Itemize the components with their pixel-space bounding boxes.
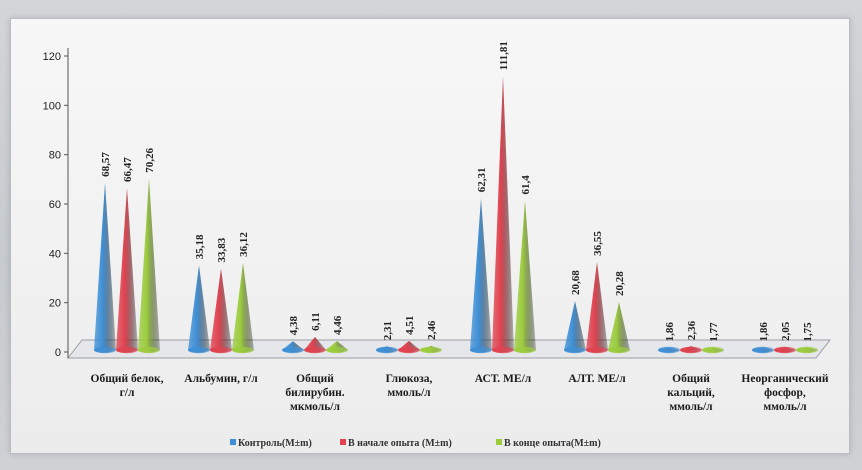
chart-floor: [66, 339, 832, 359]
bars: [94, 76, 818, 354]
data-label: 68,57: [100, 152, 112, 177]
data-label: 36,12: [238, 232, 250, 257]
category-label: ммоль/л: [387, 387, 431, 399]
data-label: 2,36: [686, 320, 698, 340]
y-tick-label: 20: [49, 298, 61, 310]
data-label: 4,38: [288, 315, 300, 335]
legend-label: Контроль(M±m): [238, 438, 312, 449]
data-label: 62,31: [476, 168, 488, 193]
bar-base: [564, 346, 586, 354]
bar-base: [94, 346, 116, 354]
y-tick-label: 120: [43, 51, 61, 63]
data-label: 4,51: [404, 316, 416, 335]
category-label: мкмоль/л: [290, 401, 340, 413]
data-label: 33,83: [216, 237, 228, 262]
floor-plane: [66, 339, 832, 359]
legend-label: В конце опыта(M±m): [504, 438, 601, 449]
category-label: Общий: [672, 373, 710, 385]
bar-base: [680, 346, 702, 354]
data-label: 36,55: [592, 231, 604, 256]
bar-base: [138, 346, 160, 354]
bar-cone: [586, 261, 608, 353]
data-label: 111,81: [498, 41, 510, 70]
bar-base: [608, 346, 630, 354]
data-label: 20,28: [614, 271, 626, 296]
bar-cone: [470, 198, 492, 353]
data-label: 1,75: [802, 322, 814, 342]
y-axis: 0 20 40 60 80 100 120: [43, 48, 69, 359]
legend-swatch: [230, 439, 236, 445]
bar-cone: [210, 268, 232, 353]
bar-base: [326, 346, 348, 354]
data-label: 6,11: [310, 312, 322, 331]
y-tick-label: 80: [49, 150, 61, 162]
legend-label: В начале опыта (M±m): [348, 438, 452, 449]
data-labels: 68,57 66,47 70,26 35,18 33,83 36,12 4,38 6,11 4,…: [100, 41, 814, 342]
data-label: 2,46: [426, 320, 438, 340]
bar-base: [282, 346, 304, 354]
category-label: г/л: [120, 387, 135, 399]
bar-cone: [564, 300, 586, 353]
legend-swatch: [496, 439, 502, 445]
bar-base: [702, 346, 724, 354]
bar-base: [398, 346, 420, 354]
bar-base: [210, 346, 232, 354]
bar-base: [796, 346, 818, 354]
category-label: Неорганический: [741, 373, 829, 385]
legend: Контроль(M±m) В начале опыта (M±m) В конце…: [230, 438, 601, 449]
bar-cone: [188, 265, 210, 353]
bar-cone: [514, 200, 536, 353]
bar-base: [188, 346, 210, 354]
bar-cone: [94, 182, 116, 353]
bar-base: [774, 346, 796, 354]
bar-base: [116, 346, 138, 354]
y-tick-label: 40: [49, 248, 61, 260]
data-label: 4,46: [332, 315, 344, 335]
data-label: 20,68: [570, 270, 582, 295]
bar-base: [492, 346, 514, 354]
y-tick-label: 0: [55, 347, 61, 359]
data-label: 1,86: [664, 322, 676, 342]
category-label: ммоль/л: [763, 401, 807, 413]
bar-base: [470, 346, 492, 354]
legend-swatch: [340, 439, 346, 445]
category-label: Общий белок,: [91, 373, 164, 385]
bar-cone: [138, 178, 160, 353]
data-label: 1,77: [708, 322, 720, 342]
category-label: Глюкоза,: [386, 373, 433, 385]
category-label: АСТ. МЕ/л: [475, 373, 532, 385]
category-labels: Общий белок, г/л Альбумин, г/л Общий билируб…: [91, 373, 829, 413]
data-label: 61,4: [520, 175, 532, 195]
data-label: 2,05: [780, 321, 792, 341]
data-label: 2,31: [382, 321, 394, 340]
bar-base: [232, 346, 254, 354]
bar-cone: [232, 262, 254, 353]
category-label: АЛТ. МЕ/л: [568, 373, 626, 385]
bar-cone: [492, 76, 514, 353]
category-label: Альбумин, г/л: [184, 373, 258, 385]
bar-base: [304, 346, 326, 354]
bar-base: [586, 346, 608, 354]
y-tick-label: 100: [43, 100, 61, 112]
category-label: билирубин.: [285, 387, 344, 399]
data-label: 66,47: [122, 157, 134, 182]
data-label: 70,26: [144, 147, 156, 172]
bar-base: [376, 346, 398, 354]
category-label: ммоль/л: [669, 401, 713, 413]
bar-base: [658, 346, 680, 354]
data-label: 1,86: [758, 322, 770, 342]
bar-base: [514, 346, 536, 354]
data-label: 35,18: [194, 234, 206, 259]
bar-cone: [608, 301, 630, 353]
bar-cone: [116, 188, 138, 353]
y-tick-label: 60: [49, 199, 61, 211]
category-label: кальций,: [667, 387, 715, 399]
bar-base: [752, 346, 774, 354]
bar-base: [420, 346, 442, 354]
category-label: Общий: [296, 373, 334, 385]
category-label: фосфор,: [764, 387, 806, 399]
